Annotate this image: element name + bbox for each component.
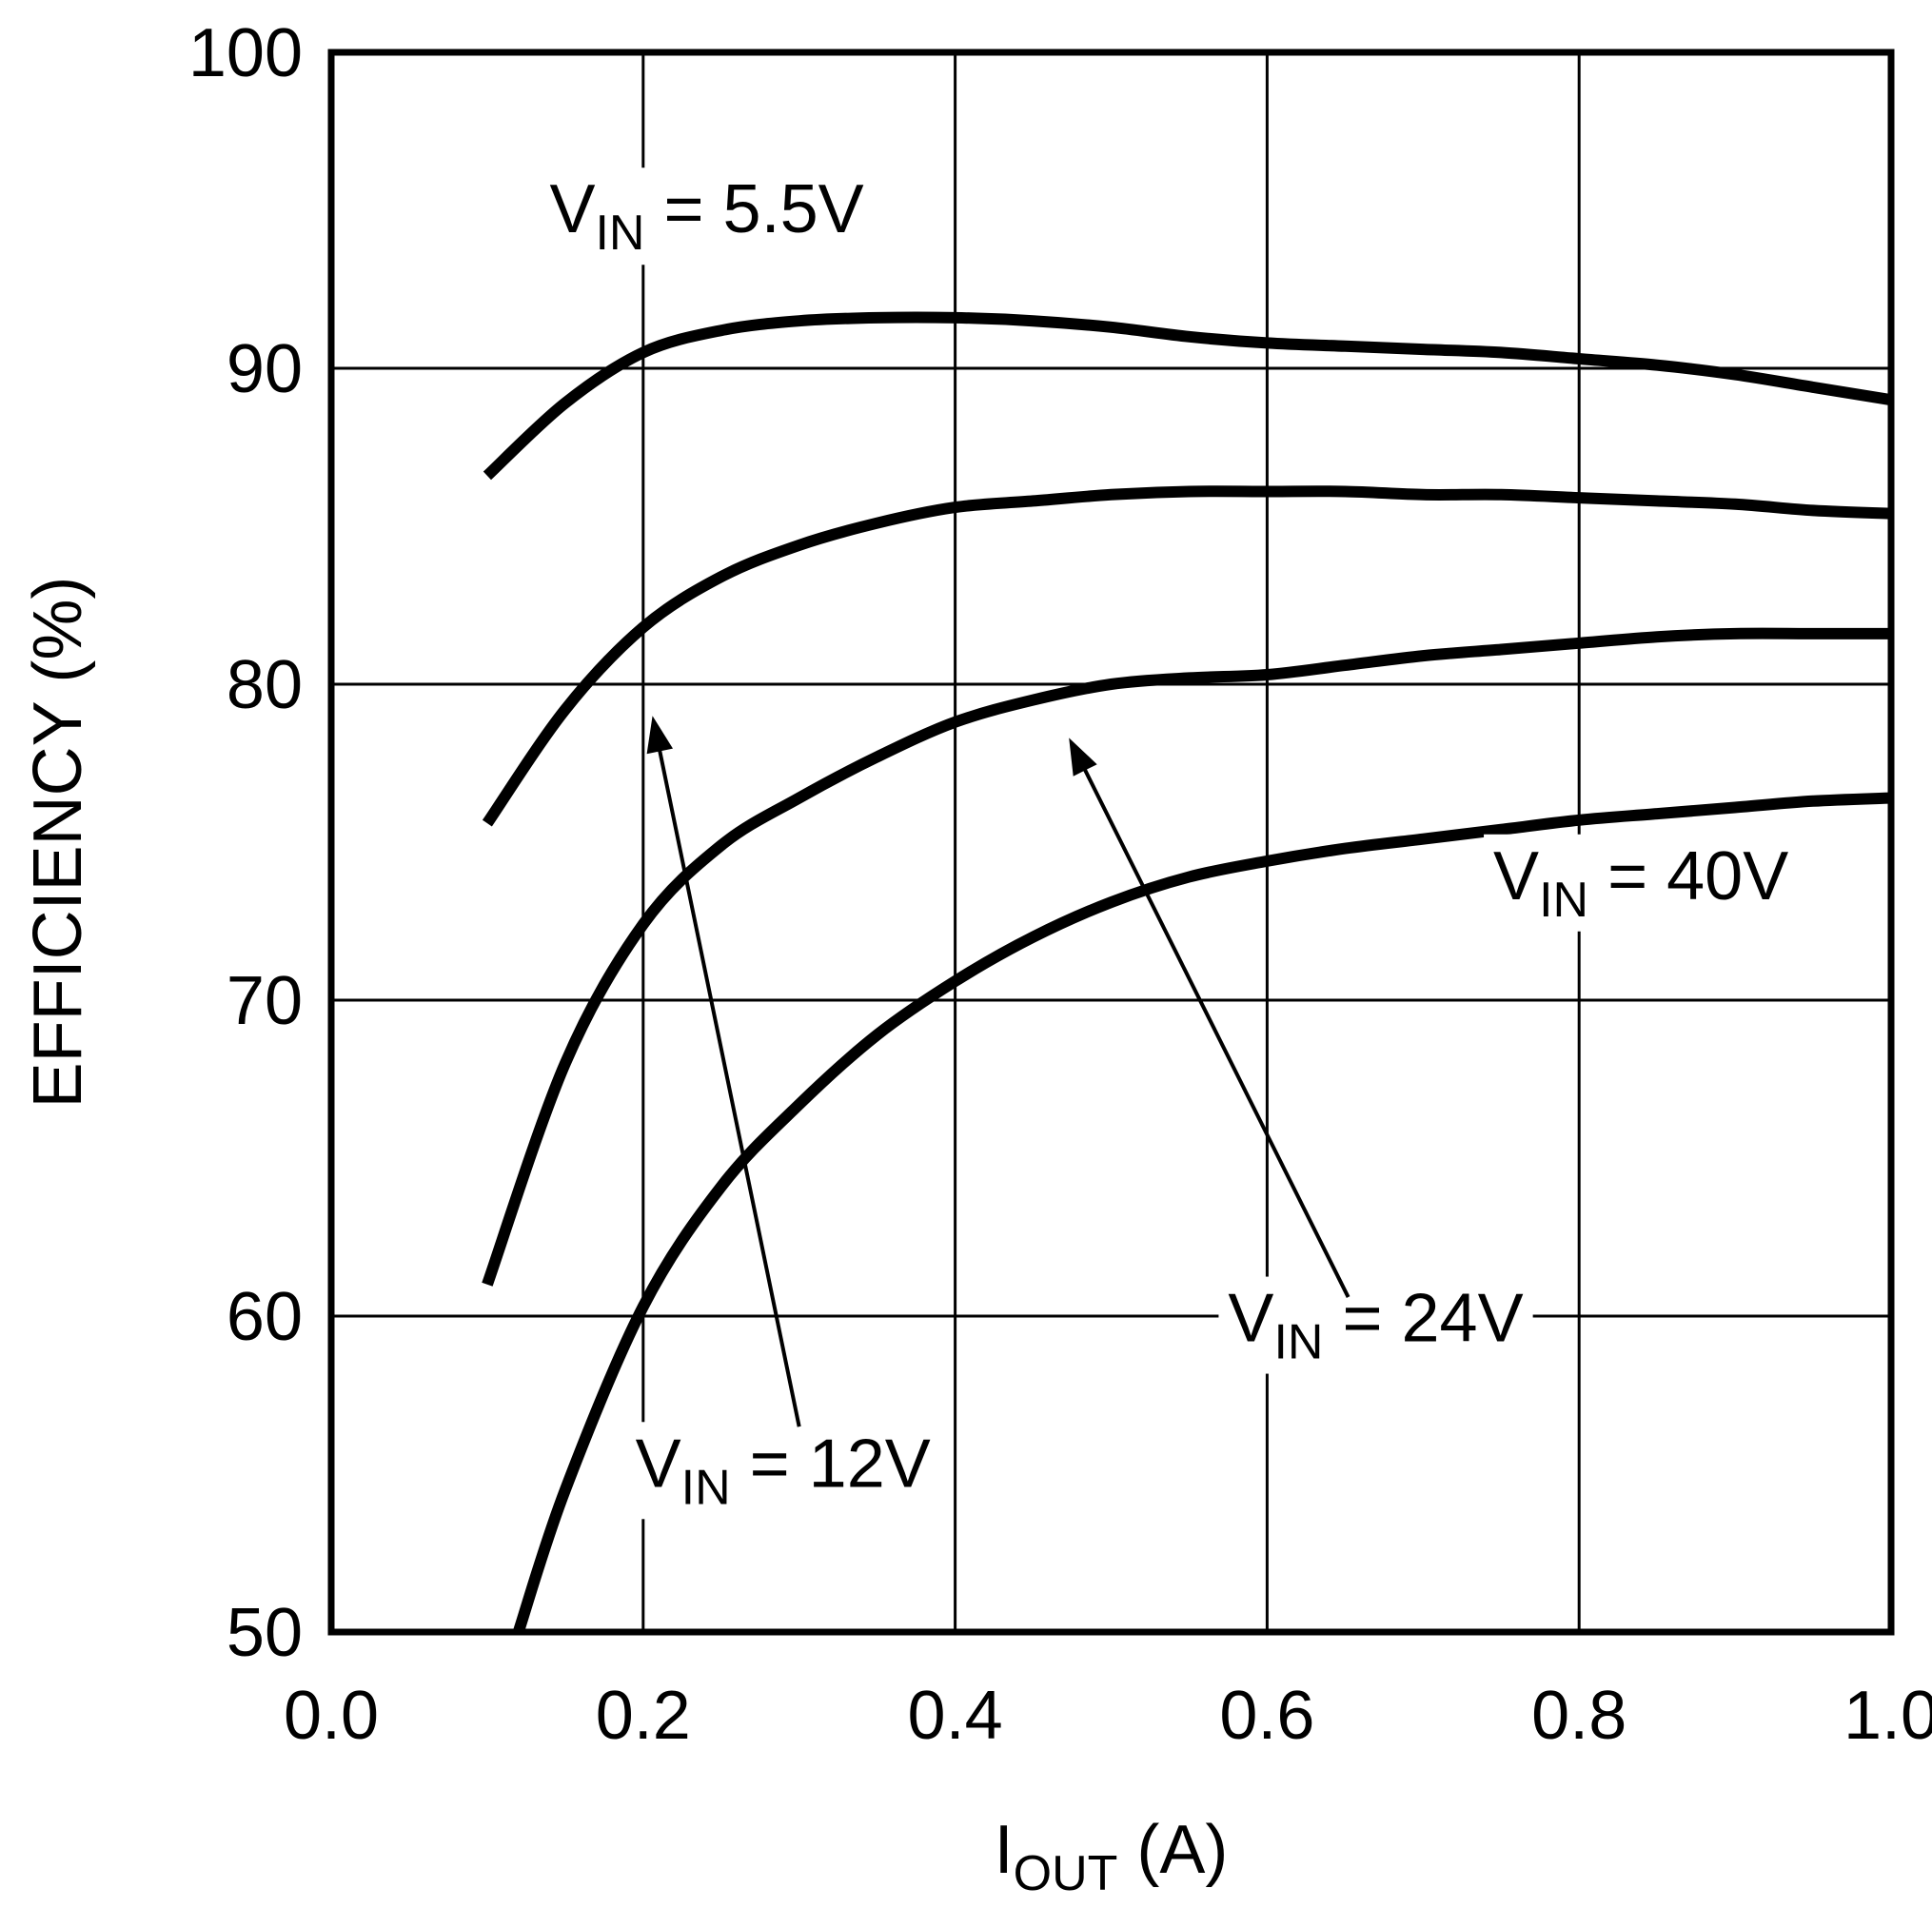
label-vin-12v: VIN = 12V — [636, 1426, 931, 1515]
label-vin-24v: VIN = 24V — [1228, 1281, 1523, 1370]
arrow-to-12v-curve-head — [646, 716, 673, 755]
y-tick-label-60: 60 — [227, 1279, 303, 1355]
x-tick-label-0.8: 0.8 — [1531, 1678, 1626, 1754]
x-tick-label-0.6: 0.6 — [1219, 1678, 1314, 1754]
curve-vin-12v — [482, 485, 1892, 827]
arrow-to-24v-curve-line — [1082, 767, 1350, 1298]
plot-frame — [327, 49, 1895, 1636]
y-tick-label-50: 50 — [227, 1595, 303, 1671]
arrow-to-12v-curve-line — [657, 749, 801, 1427]
x-axis-title: IOUT (A) — [995, 1812, 1229, 1901]
label-vin-5p5v-bg — [540, 167, 874, 266]
y-axis-title: EFFICIENCY (%) — [20, 577, 96, 1109]
label-vin-40v-bg — [1484, 834, 1799, 932]
curve-vin-5p5v — [483, 311, 1892, 481]
y-tick-label-70: 70 — [227, 963, 303, 1039]
label-vin-24v-bg — [1218, 1276, 1533, 1374]
x-tick-label-1.0: 1.0 — [1843, 1678, 1932, 1754]
x-tick-label-0.4: 0.4 — [908, 1678, 1003, 1754]
curve-vin-24v — [482, 627, 1891, 1287]
y-tick-label-80: 80 — [227, 647, 303, 723]
label-vin-5p5v: VIN = 5.5V — [549, 171, 863, 261]
y-tick-label-90: 90 — [227, 331, 303, 407]
label-vin-40v: VIN = 40V — [1493, 838, 1788, 928]
arrow-to-24v-curve-head — [1069, 738, 1097, 777]
y-tick-label-100: 100 — [188, 15, 303, 91]
label-vin-12v-bg — [625, 1422, 940, 1520]
x-tick-label-0.0: 0.0 — [284, 1678, 379, 1754]
x-tick-label-0.2: 0.2 — [596, 1678, 691, 1754]
